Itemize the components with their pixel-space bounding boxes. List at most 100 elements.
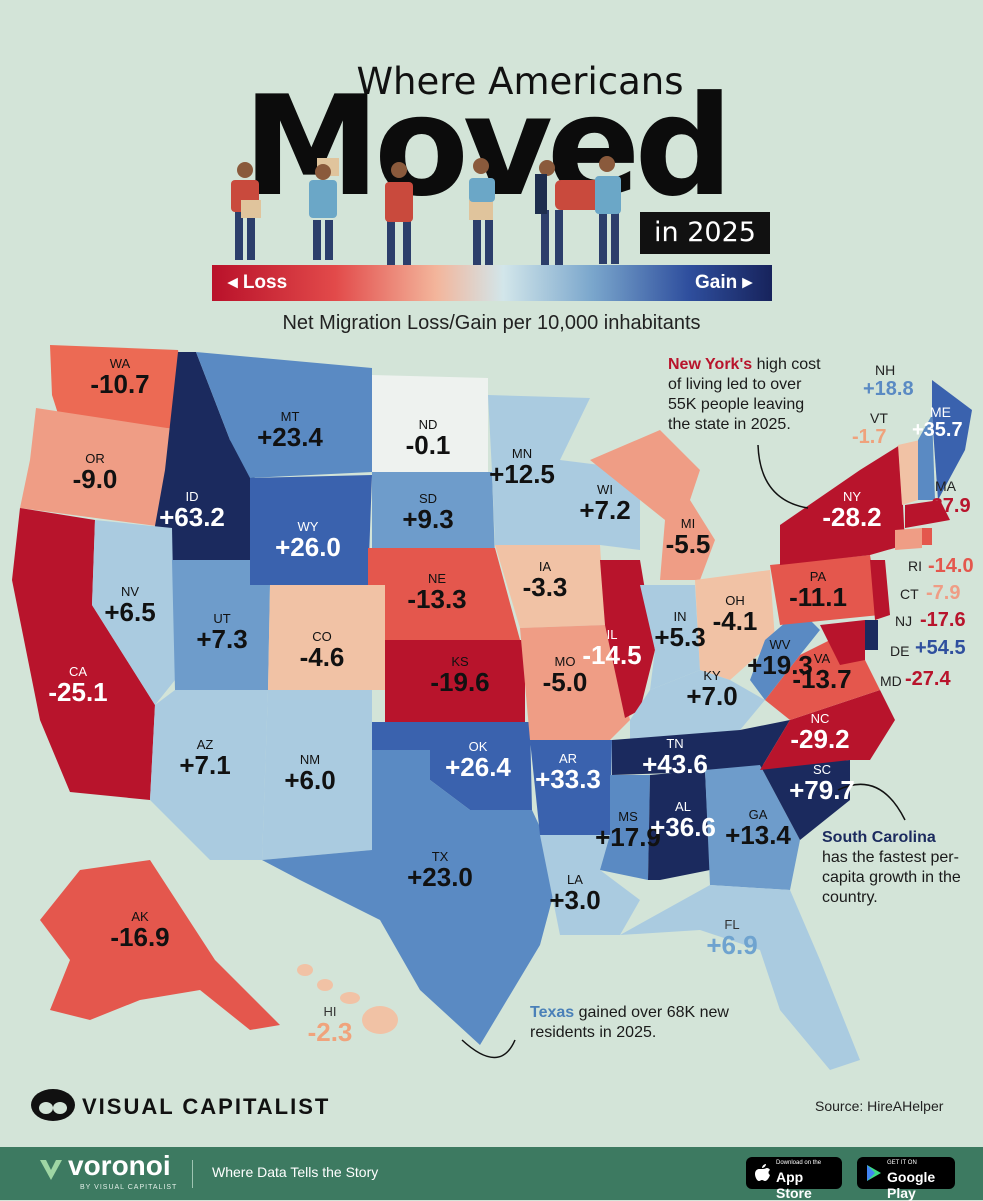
footer-tagline: Where Data Tells the Story bbox=[212, 1164, 379, 1180]
state-value-vt: -1.7 bbox=[852, 426, 887, 448]
state-label-nv: NV +6.5 bbox=[104, 584, 156, 627]
state-label-la: LA +3.0 bbox=[549, 872, 601, 915]
state-shape-me bbox=[932, 380, 972, 500]
state-value-ma: -37.9 bbox=[925, 495, 971, 517]
state-abbr-vt: VT bbox=[870, 410, 888, 426]
state-label-in: IN +5.3 bbox=[654, 609, 706, 652]
state-shape-pa bbox=[770, 555, 880, 625]
state-shape-ct bbox=[895, 528, 922, 550]
state-abbr-nh: NH bbox=[875, 362, 896, 378]
state-shape-ar bbox=[530, 740, 612, 835]
state-value-me: +35.7 bbox=[912, 419, 963, 441]
sc-arrow bbox=[837, 783, 906, 821]
state-shape-ri bbox=[922, 528, 932, 545]
state-shape-mn bbox=[488, 395, 590, 545]
state-label-mi: MI -5.5 bbox=[665, 516, 711, 559]
state-shape-md bbox=[820, 620, 865, 665]
state-label-wv: WV +19.3 bbox=[747, 637, 813, 680]
state-abbr-ma: MA bbox=[935, 478, 956, 494]
state-shape-ny bbox=[780, 445, 905, 565]
voronoi-brand[interactable]: voronoi bbox=[68, 1150, 171, 1181]
google-play-icon bbox=[867, 1165, 881, 1181]
state-value-ct: -7.9 bbox=[926, 582, 961, 604]
state-shape-or bbox=[20, 408, 180, 528]
state-value-nh: +18.8 bbox=[863, 378, 914, 400]
state-abbr-de: DE bbox=[890, 643, 910, 659]
state-label-wa: WA -10.7 bbox=[90, 356, 150, 399]
state-shape-mt bbox=[196, 352, 372, 478]
state-label-ia: IA -3.3 bbox=[522, 559, 568, 602]
annotation-ny: New York's high cost of living led to ov… bbox=[668, 356, 821, 433]
state-label-ak: AK -16.9 bbox=[110, 909, 170, 952]
subtitle: Net Migration Loss/Gain per 10,000 inhab… bbox=[282, 312, 701, 334]
state-value-de: +54.5 bbox=[915, 637, 966, 659]
tx-arrow bbox=[461, 1039, 516, 1059]
visual-capitalist-logo-icon bbox=[31, 1089, 75, 1121]
state-abbr-me: ME bbox=[930, 404, 951, 420]
people-illustration bbox=[231, 156, 621, 265]
state-shape-ga bbox=[705, 765, 800, 890]
scale-gain-label: Gain ▸ bbox=[695, 272, 753, 293]
state-label-ne: NE -13.3 bbox=[407, 571, 467, 614]
state-label-il: IL -14.5 bbox=[582, 627, 642, 670]
state-shape-vt bbox=[898, 440, 920, 505]
state-abbr-ri: RI bbox=[908, 558, 922, 574]
state-value-ri: -14.0 bbox=[928, 555, 974, 577]
footer-divider bbox=[192, 1160, 193, 1188]
state-value-nj: -17.6 bbox=[920, 609, 966, 631]
color-scale-bar bbox=[212, 265, 772, 301]
state-label-ms: MS +17.9 bbox=[595, 809, 661, 852]
state-shape-ma bbox=[905, 500, 950, 528]
state-label-co: CO -4.6 bbox=[299, 629, 345, 672]
state-shape-wv bbox=[750, 610, 820, 700]
voronoi-subtitle: BY VISUAL CAPITALIST bbox=[80, 1184, 178, 1191]
state-shape-nc bbox=[760, 690, 895, 770]
state-label-tx: TX +23.0 bbox=[407, 849, 473, 892]
state-shape-de bbox=[865, 620, 878, 650]
state-label-ks: KS -19.6 bbox=[430, 654, 490, 697]
state-label-wy: WY +26.0 bbox=[275, 519, 341, 562]
state-label-or: OR -9.0 bbox=[72, 451, 118, 494]
state-label-fl: FL +6.9 bbox=[706, 917, 758, 960]
ny-arrow bbox=[757, 444, 809, 509]
state-label-va: VA -13.7 bbox=[792, 651, 852, 694]
state-shape-mi bbox=[590, 430, 715, 580]
state-shape-nd bbox=[372, 375, 488, 472]
state-shape-id bbox=[148, 352, 255, 565]
state-shape-in bbox=[640, 585, 700, 690]
state-shape-sc bbox=[760, 760, 850, 840]
state-label-ga: GA +13.4 bbox=[725, 807, 791, 850]
state-label-ut: UT +7.3 bbox=[196, 611, 248, 654]
title-year: in 2025 bbox=[640, 212, 770, 254]
apple-icon bbox=[755, 1164, 770, 1181]
state-shape-ks bbox=[385, 640, 525, 722]
app-store-button[interactable]: Download on the App Store bbox=[746, 1157, 842, 1201]
state-label-pa: PA -11.1 bbox=[789, 569, 847, 612]
voronoi-logo-icon bbox=[40, 1160, 62, 1180]
state-label-mo: MO -5.0 bbox=[542, 654, 588, 697]
state-label-ky: KY +7.0 bbox=[686, 668, 738, 711]
state-shape-co bbox=[268, 585, 385, 690]
state-shape-nm bbox=[262, 690, 372, 860]
state-label-tn: TN +43.6 bbox=[642, 736, 708, 779]
state-shape-ca bbox=[12, 508, 155, 800]
state-shape-tx bbox=[262, 750, 560, 1045]
state-label-id: ID +63.2 bbox=[159, 489, 225, 532]
state-shape-ne bbox=[368, 548, 520, 640]
state-shape-ok bbox=[372, 722, 532, 810]
state-label-wi: WI +7.2 bbox=[579, 482, 631, 525]
state-abbr-md: MD bbox=[880, 673, 902, 689]
us-map bbox=[12, 345, 972, 1070]
state-label-oh: OH -4.1 bbox=[712, 593, 758, 636]
annotation-tx: Texas gained over 68K new residents in 2… bbox=[530, 1004, 729, 1041]
state-shape-ak bbox=[40, 860, 280, 1030]
state-label-nc: NC -29.2 bbox=[790, 711, 850, 754]
state-label-sd: SD +9.3 bbox=[402, 491, 454, 534]
state-shape-ky bbox=[630, 670, 765, 740]
state-shape-al bbox=[648, 770, 710, 880]
google-play-button[interactable]: GET IT ON Google Play bbox=[857, 1157, 955, 1201]
source-text: Source: HireAHelper bbox=[815, 1098, 944, 1114]
state-label-al: AL +36.6 bbox=[650, 799, 716, 842]
title-top: Where Americans bbox=[356, 60, 684, 103]
state-label-az: AZ +7.1 bbox=[179, 737, 231, 780]
